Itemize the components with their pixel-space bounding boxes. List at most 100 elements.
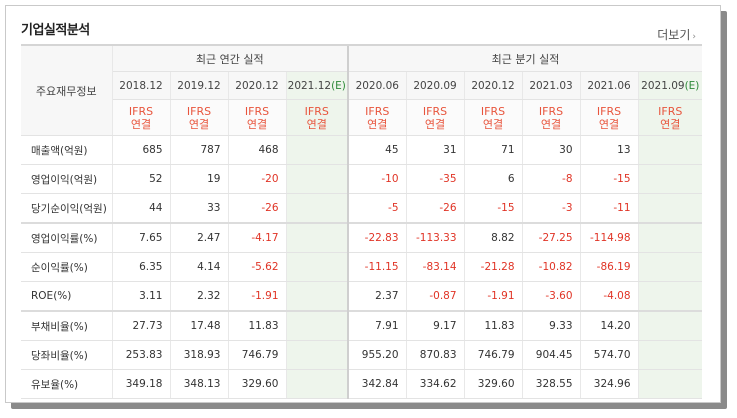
corner-header: 주요재무정보	[21, 44, 113, 136]
table-cell: 329.60	[464, 369, 523, 399]
table-cell	[638, 193, 703, 224]
table-cell: -26	[406, 193, 465, 224]
table-cell: -86.19	[580, 252, 639, 282]
table-cell: 31	[406, 135, 465, 165]
table-cell: 11.83	[464, 310, 523, 341]
table-cell: 685	[112, 135, 171, 165]
table-cell: 6	[464, 164, 523, 194]
ifrs-label: IFRS	[658, 104, 683, 118]
table-cell	[638, 310, 703, 341]
table-cell: 11.83	[228, 310, 287, 341]
table-row: 당좌비율(%) 253.83 318.93 746.79 955.20 870.83 746…	[21, 340, 703, 370]
table-row: 매출액(억원) 685 787 468 45 31 71 30 13	[21, 135, 703, 165]
period-header: 2020.12	[464, 71, 523, 100]
table-cell: -11.15	[347, 252, 407, 282]
table-cell: -0.87	[406, 281, 465, 312]
ifrs-basis: IFRS 연결	[580, 99, 639, 136]
period-header: 2020.06	[347, 71, 407, 100]
table-cell: -114.98	[580, 222, 639, 253]
table-cell: -27.25	[522, 222, 581, 253]
table-cell: 44	[112, 193, 171, 224]
table-cell: -22.83	[347, 222, 407, 253]
ifrs-label: IFRS	[480, 104, 506, 118]
row-label: 영업이익(억원)	[21, 164, 113, 194]
table-cell	[638, 281, 703, 312]
row-label: 유보율(%)	[21, 369, 113, 399]
table-row: 순이익률(%) 6.35 4.14 -5.62 -11.15 -83.14 -21.28 -1…	[21, 252, 703, 282]
group-header-quarter: 최근 분기 실적	[347, 44, 703, 72]
table-cell: 13	[580, 135, 639, 165]
period-header: 2021.09(E)	[638, 71, 703, 100]
table-cell: -10	[347, 164, 407, 194]
period-label: 2021.06	[587, 79, 631, 92]
table-cell	[638, 135, 703, 165]
table-cell: 33	[170, 193, 229, 224]
table-cell	[286, 164, 349, 194]
consolidated-label: 연결	[660, 117, 681, 131]
ifrs-label: IFRS	[422, 104, 448, 118]
table-cell: 574.70	[580, 340, 639, 370]
table-cell: -26	[228, 193, 287, 224]
table-cell: 7.65	[112, 222, 171, 253]
table-cell: 8.82	[464, 222, 523, 253]
table-cell: -83.14	[406, 252, 465, 282]
more-link[interactable]: 더보기 ›	[657, 26, 696, 43]
table-cell	[286, 281, 349, 312]
table-cell: -35	[406, 164, 465, 194]
table-row: 부채비율(%) 27.73 17.48 11.83 7.91 9.17 11.83 9.33 1…	[21, 310, 703, 341]
table-cell	[638, 222, 703, 253]
table-row: 당기순이익(억원) 44 33 -26 -5 -26 -15 -3 -11	[21, 193, 703, 224]
period-header: 2021.12(E)	[286, 71, 349, 100]
table-cell: 324.96	[580, 369, 639, 399]
row-label: 매출액(억원)	[21, 135, 113, 165]
table-cell: -3.60	[522, 281, 581, 312]
table-cell	[286, 369, 349, 399]
more-label: 더보기	[657, 28, 691, 42]
table-cell: 2.37	[347, 281, 407, 312]
table-cell: 71	[464, 135, 523, 165]
consolidated-label: 연결	[246, 117, 268, 131]
table-cell: -15	[464, 193, 523, 224]
table-cell: 328.55	[522, 369, 581, 399]
table-cell: 2.32	[170, 281, 229, 312]
ifrs-label: IFRS	[304, 104, 329, 118]
row-label: 순이익률(%)	[21, 252, 113, 282]
row-label: 영업이익률(%)	[21, 222, 113, 253]
table-cell: 19	[170, 164, 229, 194]
row-label: 당좌비율(%)	[21, 340, 113, 370]
table-cell	[286, 310, 349, 341]
table-cell: 9.17	[406, 310, 465, 341]
table-cell: 348.13	[170, 369, 229, 399]
table-cell: -1.91	[464, 281, 523, 312]
table-cell: 870.83	[406, 340, 465, 370]
ifrs-basis: IFRS 연결	[464, 99, 523, 136]
consolidated-label: 연결	[306, 117, 327, 131]
table-cell: 787	[170, 135, 229, 165]
period-label: 2021.09	[641, 79, 685, 92]
table-cell: 9.33	[522, 310, 581, 341]
table-cell: 3.11	[112, 281, 171, 312]
table-cell: 329.60	[228, 369, 287, 399]
consolidated-label: 연결	[188, 117, 210, 131]
ifrs-label: IFRS	[538, 104, 564, 118]
table-cell: 45	[347, 135, 407, 165]
estimate-mark: (E)	[331, 79, 346, 92]
table-cell	[638, 252, 703, 282]
table-cell: 30	[522, 135, 581, 165]
table-cell: -5.62	[228, 252, 287, 282]
table-cell: -4.08	[580, 281, 639, 312]
period-label: 2020.12	[471, 79, 515, 92]
table-cell: -11	[580, 193, 639, 224]
table-cell: 904.45	[522, 340, 581, 370]
table-row: ROE(%) 3.11 2.32 -1.91 2.37 -0.87 -1.91 -3.60 -4…	[21, 281, 703, 312]
table-cell: 342.84	[347, 369, 407, 399]
table-row: 영업이익률(%) 7.65 2.47 -4.17 -22.83 -113.33 8.82 -2…	[21, 222, 703, 253]
table-cell: -4.17	[228, 222, 287, 253]
table-cell: 7.91	[347, 310, 407, 341]
table-cell	[286, 193, 349, 224]
ifrs-basis: IFRS 연결	[347, 99, 407, 136]
table-row: 영업이익(억원) 52 19 -20 -10 -35 6 -8 -15	[21, 164, 703, 194]
table-cell: 2.47	[170, 222, 229, 253]
consolidated-label: 연결	[130, 117, 152, 131]
ifrs-label: IFRS	[365, 104, 390, 118]
